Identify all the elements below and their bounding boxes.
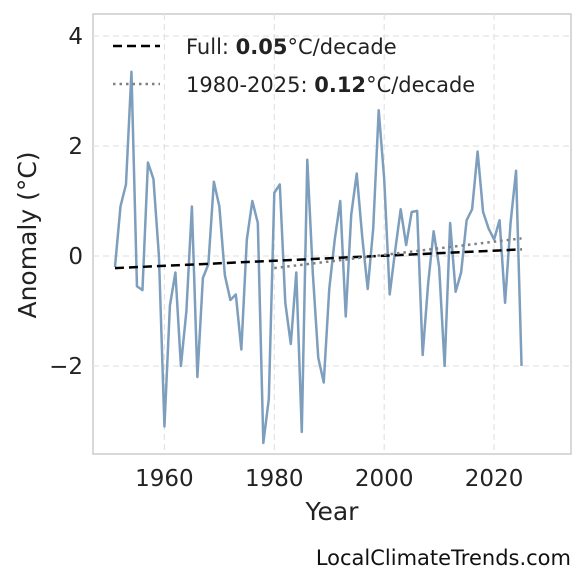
y-tick-label: 2 [68, 134, 83, 160]
legend: Full: 0.05°C/decade 1980-2025: 0.12°C/de… [113, 35, 475, 97]
legend-full-rate: 0.05 [236, 35, 288, 59]
y-tick-label: −2 [49, 354, 83, 380]
series-lines [113, 70, 523, 445]
legend-recent-unit: °C/decade [366, 73, 475, 97]
legend-entry-full: Full: 0.05°C/decade [186, 35, 397, 59]
legend-recent-name: 1980-2025: [186, 73, 308, 97]
legend-entry-recent: 1980-2025: 0.12°C/decade [186, 73, 475, 97]
x-tick-label: 1960 [135, 466, 194, 492]
y-tick-label: 4 [68, 24, 83, 50]
legend-full-unit: °C/decade [288, 35, 397, 59]
anomaly-series-line [113, 70, 523, 445]
x-tick-label: 2020 [465, 466, 524, 492]
x-tick-labels: 1960 1980 2000 2020 [135, 466, 523, 492]
trend-line-recent [274, 237, 522, 270]
y-axis-label: Anomaly (°C) [13, 151, 42, 318]
x-tick-label: 1980 [245, 466, 304, 492]
legend-full-name: Full: [186, 35, 229, 59]
source-credit: LocalClimateTrends.com [315, 546, 571, 570]
y-tick-labels: 4 2 0 −2 [49, 24, 83, 380]
y-tick-label: 0 [68, 244, 83, 270]
x-axis-label: Year [305, 497, 360, 526]
trend-line-full [114, 248, 522, 270]
legend-recent-rate: 0.12 [314, 73, 366, 97]
x-tick-label: 2000 [355, 466, 414, 492]
